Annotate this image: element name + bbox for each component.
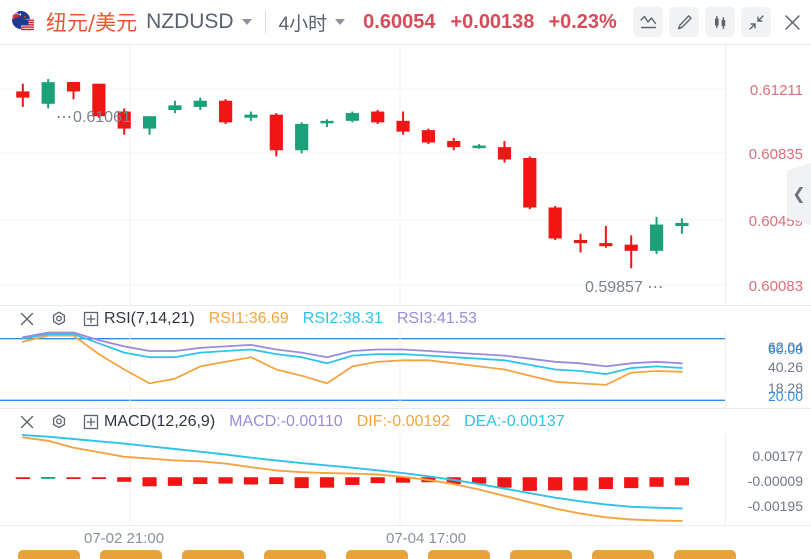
- rsi2-value: RSI2:38.31: [302, 309, 383, 327]
- macd-value: MACD:-0.00110: [229, 412, 343, 430]
- price-change-percent: +0.23%: [548, 10, 617, 33]
- macd-axis-divider: [725, 434, 726, 525]
- candlestick-chart[interactable]: [0, 45, 725, 305]
- price-axis-label: 0.60083: [748, 278, 803, 295]
- candle-type-icon[interactable]: [705, 7, 735, 37]
- high-marker-value: 0.61061: [73, 109, 131, 126]
- dea-value: DEA:-0.00137: [464, 412, 565, 430]
- macd-axis-label: -0.00009: [747, 473, 803, 489]
- rsi3-value: RSI3:41.53: [396, 309, 477, 327]
- draw-pencil-icon[interactable]: [669, 7, 699, 37]
- bottom-tab[interactable]: [674, 550, 736, 559]
- macd-close-icon[interactable]: [16, 411, 38, 433]
- rsi-title[interactable]: RSI(7,14,21): [104, 309, 195, 327]
- low-marker-dots: ⋯: [647, 279, 665, 296]
- rsi-pane-body[interactable]: 62.04 40.26 18.28 60.00 20.00: [0, 331, 811, 408]
- last-price: 0.60054: [363, 10, 436, 33]
- time-axis[interactable]: 07-02 21:00 07-04 17:00: [0, 525, 811, 559]
- bottom-tab[interactable]: [100, 550, 162, 559]
- rsi-close-icon[interactable]: [16, 308, 38, 330]
- symbol-code[interactable]: NZDUSD: [146, 10, 234, 33]
- rsi-add-icon[interactable]: [80, 308, 102, 330]
- indicator-icon[interactable]: [633, 7, 663, 37]
- chevron-down-icon[interactable]: [241, 19, 252, 25]
- bottom-tab[interactable]: [182, 550, 244, 559]
- rsi-axis-label: 40.26: [767, 359, 803, 375]
- price-chart-pane[interactable]: ⋯0.61061 0.59857 ⋯ 0.61211 0.60835 0.604…: [0, 45, 811, 340]
- rsi-gear-icon[interactable]: [48, 308, 70, 330]
- rsi-axis-divider: [725, 331, 726, 408]
- new-zealand-usa-flag-icon: [10, 11, 38, 33]
- bottom-tab[interactable]: [346, 550, 408, 559]
- price-change-absolute: +0.00138: [450, 10, 535, 33]
- bottom-tab[interactable]: [510, 550, 572, 559]
- price-axis-label: 0.61211: [749, 82, 803, 99]
- rsi-pane-header: RSI(7,14,21) RSI1:36.69 RSI2:38.31 RSI3:…: [0, 305, 811, 331]
- price-axis-label: 0.60835: [748, 146, 803, 163]
- rsi-level-label: 20.00: [767, 388, 803, 404]
- low-price-marker: 0.59857 ⋯: [585, 277, 664, 297]
- bottom-tab[interactable]: [18, 550, 80, 559]
- bottom-tab[interactable]: [428, 550, 490, 559]
- dif-value: DIF:-0.00192: [356, 412, 451, 430]
- axis-divider: [725, 45, 726, 305]
- macd-pane-body[interactable]: 0.00177 -0.00009 -0.00195: [0, 434, 811, 525]
- header-divider: [264, 11, 266, 33]
- collapse-icon[interactable]: [741, 7, 771, 37]
- macd-axis-label: 0.00177: [752, 448, 803, 464]
- header-toolbar: [633, 7, 807, 37]
- rsi-level-label: 60.00: [767, 341, 803, 357]
- macd-pane-header: MACD(12,26,9) MACD:-0.00110 DIF:-0.00192…: [0, 408, 811, 434]
- timeframe-label[interactable]: 4小时: [278, 13, 328, 35]
- symbol-name-cn[interactable]: 纽元/美元: [46, 11, 138, 35]
- bottom-tab[interactable]: [592, 550, 654, 559]
- bottom-tab-strip[interactable]: [0, 550, 811, 559]
- macd-title[interactable]: MACD(12,26,9): [104, 412, 216, 430]
- rsi1-value: RSI1:36.69: [208, 309, 289, 327]
- rsi-axis-label: 18.28: [767, 380, 803, 396]
- chevron-down-icon[interactable]: [335, 19, 346, 25]
- chart-header: 纽元/美元 NZDUSD 4小时 0.60054 +0.00138 +0.23%: [0, 0, 811, 45]
- macd-gear-icon[interactable]: [48, 411, 70, 433]
- low-marker-value: 0.59857: [585, 279, 643, 296]
- time-axis-label: 07-04 17:00: [386, 530, 467, 547]
- expand-panel-handle[interactable]: ❮: [787, 163, 811, 225]
- time-axis-label: 07-02 21:00: [84, 530, 165, 547]
- macd-plot[interactable]: [0, 434, 725, 525]
- chevron-left-icon: ❮: [792, 186, 806, 203]
- macd-axis-label: -0.00195: [747, 498, 803, 514]
- rsi-plot[interactable]: [0, 331, 725, 408]
- rsi-axis-label: 62.04: [767, 339, 803, 355]
- bottom-tab[interactable]: [264, 550, 326, 559]
- macd-add-icon[interactable]: [80, 411, 102, 433]
- high-price-marker: ⋯0.61061: [56, 107, 131, 127]
- close-icon[interactable]: [777, 7, 807, 37]
- high-marker-dots: ⋯: [56, 109, 73, 126]
